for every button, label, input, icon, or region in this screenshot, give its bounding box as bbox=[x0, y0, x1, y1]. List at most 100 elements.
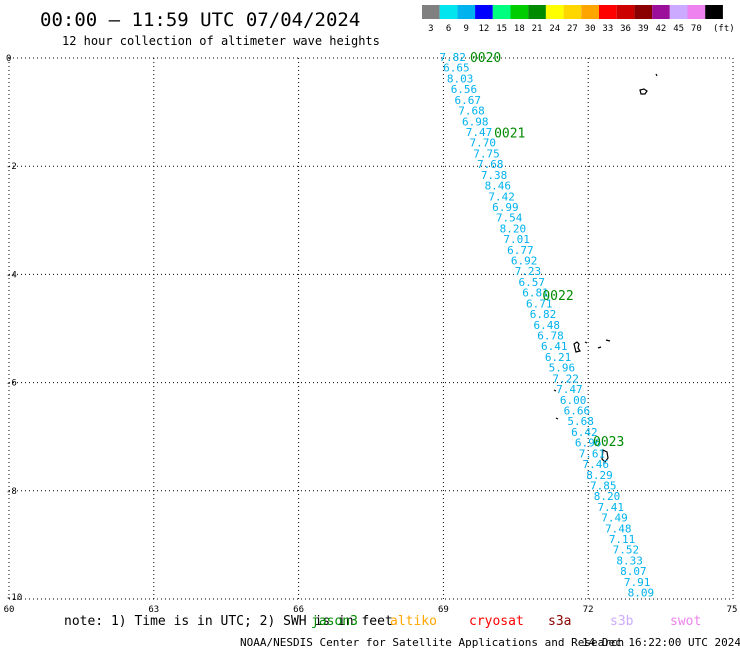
color-scale-swatch bbox=[492, 5, 511, 19]
wave-height-label: 8.46 bbox=[485, 180, 512, 193]
footer-note: note: 1) Time is in UTC; 2) SWH is in fe… bbox=[64, 614, 393, 629]
wave-height-label: 7.68 bbox=[477, 158, 504, 171]
wave-height-label: 6.96 bbox=[575, 437, 602, 450]
satellite-track: 7.826.658.036.566.677.686.987.477.707.75… bbox=[439, 51, 654, 600]
color-scale-swatch bbox=[634, 5, 653, 19]
wave-height-label: 8.33 bbox=[616, 554, 643, 567]
wave-height-label: 6.66 bbox=[564, 404, 591, 417]
wave-height-label: 8.07 bbox=[620, 565, 647, 578]
wave-height-label: 8.20 bbox=[500, 222, 527, 235]
map-grid bbox=[8, 57, 734, 600]
lon-tick-label: 66 bbox=[293, 605, 304, 615]
color-scale-swatch bbox=[616, 5, 635, 19]
track-time-label: 0022 bbox=[542, 289, 573, 304]
track-time-labels: 0020 0021 0022 0023 bbox=[470, 51, 624, 450]
wave-height-label: 7.68 bbox=[458, 105, 485, 118]
wave-height-color-scale: 3 6 9 12 15 18 21 24 27 30 33 36 39 42 45 70 bbox=[422, 5, 723, 34]
color-scale-label: 15 bbox=[496, 24, 507, 34]
island-north bbox=[639, 73, 658, 95]
wave-height-label: 7.49 bbox=[601, 512, 628, 525]
wave-height-label: 6.41 bbox=[541, 340, 568, 353]
page-title: 00:00 – 11:59 UTC 07/04/2024 bbox=[40, 9, 360, 31]
satellite-legend-item: s3a bbox=[548, 614, 571, 629]
color-scale-label: 45 bbox=[673, 24, 684, 34]
color-scale-swatch bbox=[599, 5, 617, 19]
wave-height-label: 6.00 bbox=[560, 394, 587, 407]
color-scale-swatch bbox=[687, 5, 706, 19]
color-scale-label: 9 bbox=[464, 24, 469, 34]
footer-timestamp: 14 Dec 16:22:00 UTC 2024 bbox=[582, 636, 740, 649]
satellite-legend-item: cryosat bbox=[469, 614, 524, 629]
wave-height-label: 7.01 bbox=[503, 233, 530, 246]
color-scale-swatch bbox=[545, 5, 564, 19]
color-scale-swatch bbox=[652, 5, 670, 19]
wave-height-label: 7.48 bbox=[605, 522, 632, 535]
lat-tick-label: -6 bbox=[6, 379, 17, 389]
track-time-label: 0020 bbox=[470, 51, 501, 66]
wave-height-label: 7.41 bbox=[598, 501, 625, 514]
wave-height-label: 6.48 bbox=[534, 319, 561, 332]
color-scale-label: 42 bbox=[656, 24, 667, 34]
axis-tick-labels: 0 -2 -4 -6 -8 -10 60 63 66 69 72 75 bbox=[4, 54, 738, 615]
color-scale-swatch bbox=[705, 5, 723, 19]
wave-height-label: 7.75 bbox=[473, 147, 500, 160]
color-scale-swatch bbox=[669, 5, 688, 19]
wave-height-label: 7.11 bbox=[609, 533, 636, 546]
wave-height-label: 6.65 bbox=[443, 62, 470, 75]
lat-tick-label: -2 bbox=[6, 162, 17, 172]
color-scale-label: 39 bbox=[638, 24, 649, 34]
wave-height-label: 7.47 bbox=[466, 126, 493, 139]
color-scale-label: 21 bbox=[532, 24, 543, 34]
satellite-legend-item: s3b bbox=[610, 614, 634, 629]
island-chagos-central bbox=[573, 339, 611, 353]
color-scale-label: 70 bbox=[691, 24, 702, 34]
lat-tick-label: -4 bbox=[6, 270, 17, 280]
wave-height-label: 8.20 bbox=[594, 490, 621, 503]
color-scale-swatch bbox=[563, 5, 582, 19]
color-scale-label: 33 bbox=[602, 24, 613, 34]
satellite-legend-item: jason3 bbox=[311, 614, 358, 629]
wave-height-label: 7.47 bbox=[556, 383, 583, 396]
satellite-legend: jason3 altiko cryosat s3a s3b swot bbox=[311, 614, 701, 629]
wave-height-label: 6.81 bbox=[522, 287, 549, 300]
lon-tick-label: 72 bbox=[583, 605, 594, 615]
wave-height-label: 7.52 bbox=[613, 544, 640, 557]
color-scale-swatch bbox=[422, 5, 440, 19]
lat-tick-label: -8 bbox=[6, 487, 17, 497]
lat-tick-label: -10 bbox=[6, 593, 22, 603]
wave-height-label: 7.85 bbox=[590, 479, 617, 492]
wave-height-label: 8.03 bbox=[447, 72, 474, 85]
wave-height-label: 6.67 bbox=[454, 94, 481, 107]
wave-height-label: 6.99 bbox=[492, 201, 518, 214]
wave-height-label: 6.56 bbox=[451, 83, 478, 96]
wave-height-label: 7.46 bbox=[582, 458, 609, 471]
wave-height-label: 8.29 bbox=[586, 469, 613, 482]
wave-height-label: 7.91 bbox=[624, 576, 651, 589]
satellite-legend-item: altiko bbox=[390, 614, 437, 629]
lon-tick-label: 63 bbox=[148, 605, 159, 615]
color-scale-label: 3 bbox=[428, 24, 433, 34]
color-scale-swatch bbox=[510, 5, 529, 19]
page-subtitle: 12 hour collection of altimeter wave hei… bbox=[62, 34, 380, 48]
wave-height-label: 5.68 bbox=[567, 415, 594, 428]
wave-height-label: 7.82 bbox=[439, 51, 466, 64]
track-time-label: 0021 bbox=[494, 127, 525, 142]
wave-height-label: 6.98 bbox=[462, 115, 489, 128]
island-outlines bbox=[553, 73, 658, 463]
wave-height-label: 5.96 bbox=[549, 362, 576, 375]
color-scale-swatch bbox=[457, 5, 476, 19]
color-scale-label: 27 bbox=[567, 24, 578, 34]
color-scale-label: 6 bbox=[446, 24, 451, 34]
wave-height-label: 6.77 bbox=[507, 244, 533, 257]
lon-tick-label: 69 bbox=[438, 605, 449, 615]
lon-tick-label: 60 bbox=[4, 605, 15, 615]
wave-height-label: 6.82 bbox=[530, 308, 557, 321]
wave-height-label: 7.22 bbox=[552, 372, 579, 385]
color-scale-swatch bbox=[439, 5, 458, 19]
color-scale-swatch bbox=[528, 5, 546, 19]
wave-height-label: 7.38 bbox=[481, 169, 508, 182]
color-scale-label: 18 bbox=[514, 24, 525, 34]
wave-height-label: 6.42 bbox=[571, 426, 598, 439]
color-scale-unit: (ft) bbox=[713, 24, 735, 34]
